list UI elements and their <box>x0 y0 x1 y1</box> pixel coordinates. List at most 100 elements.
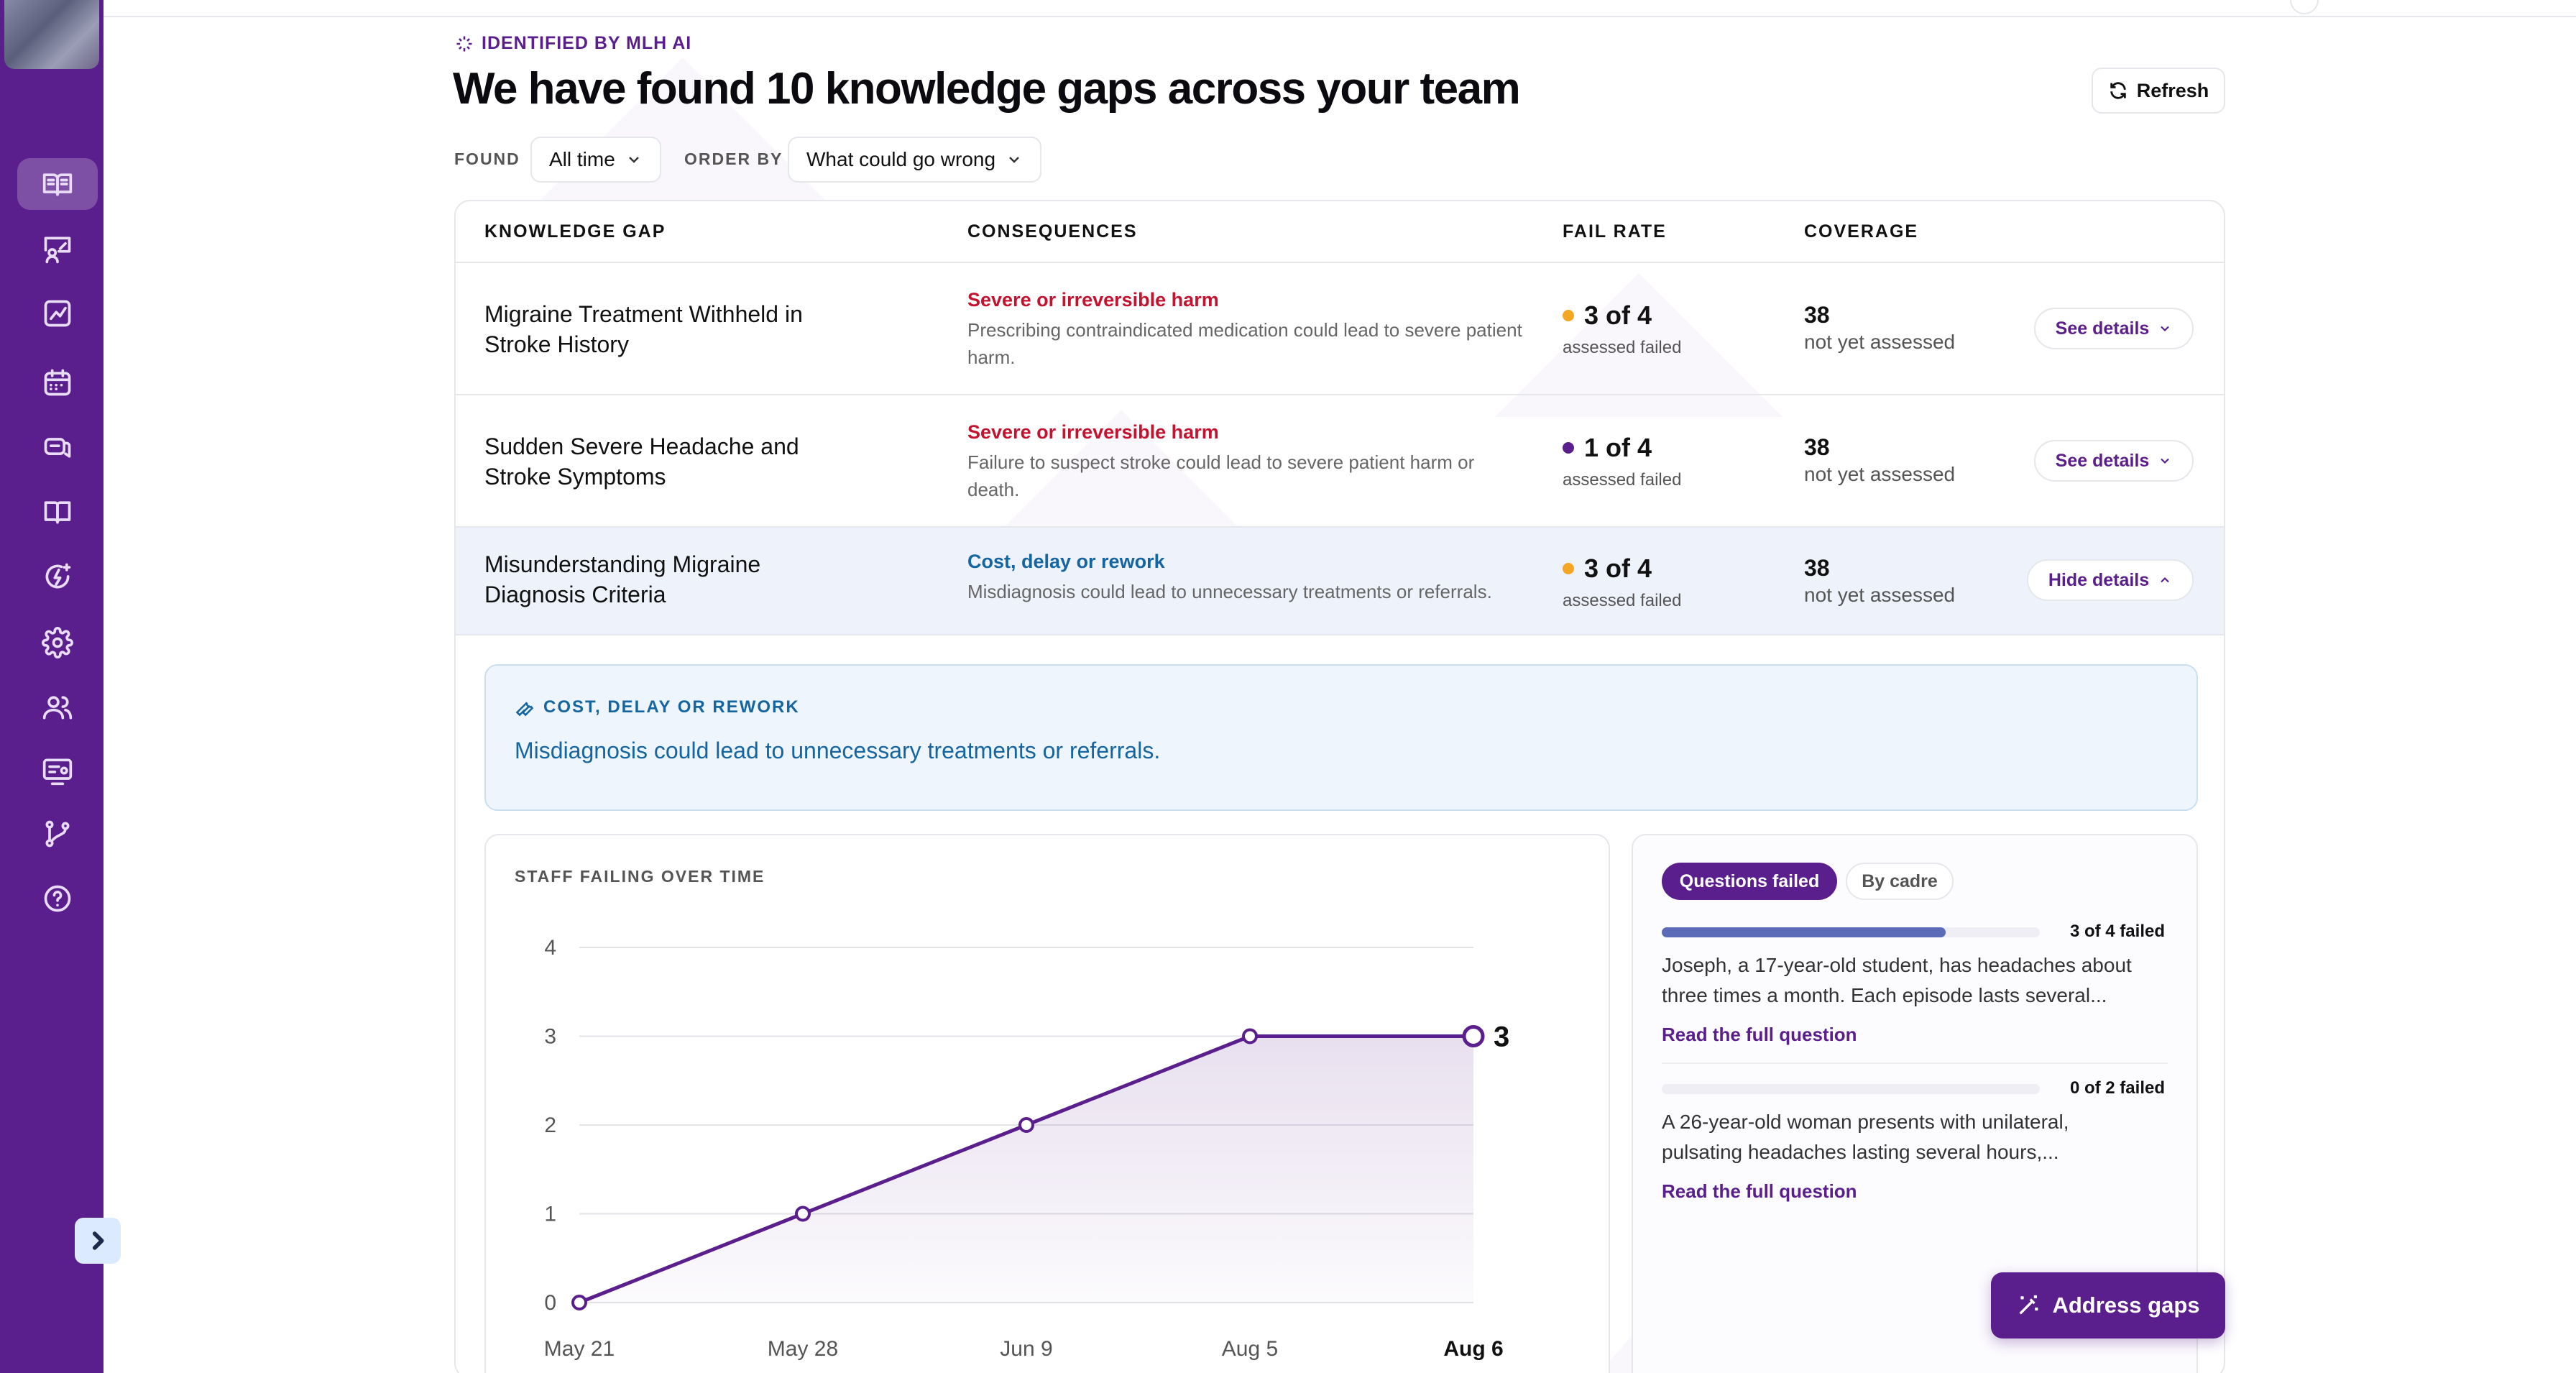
fail-rate-dot <box>1563 310 1574 321</box>
question-text: Joseph, a 17-year-old student, has heada… <box>1662 950 2165 1011</box>
refresh-icon <box>2110 82 2126 99</box>
gap-title: Migraine Treatment Withheld in Stroke Hi… <box>484 299 887 359</box>
tab-questions-failed[interactable]: Questions failed <box>1662 863 1837 900</box>
consequence-panel-label: COST, DELAY OR REWORK <box>515 697 800 717</box>
coverage-sub: not yet assessed <box>1804 331 1956 353</box>
chart-title: STAFF FAILING OVER TIME <box>515 867 765 886</box>
chevron-down-icon <box>1009 157 1019 163</box>
gap-title: Misunderstanding Migraine Diagnosis Crit… <box>484 549 887 610</box>
order-by-label: ORDER BY <box>684 150 783 168</box>
address-gaps-button[interactable]: Address gaps <box>1991 1272 2225 1338</box>
found-dropdown[interactable]: All time <box>530 137 661 183</box>
refresh-button[interactable]: Refresh <box>2092 68 2225 114</box>
chevron-up-icon <box>2161 577 2169 583</box>
presentation-user-icon <box>44 237 71 264</box>
chart-point <box>571 1295 587 1310</box>
chart-y-tick-label: 2 <box>544 1113 556 1137</box>
nav-knowledge-gaps[interactable] <box>17 158 98 210</box>
top-bar <box>104 0 2576 17</box>
gap-title-line: Sudden Severe Headache and <box>484 433 799 459</box>
consequence-title: Severe or irreversible harm <box>967 289 1219 311</box>
tab-by-cadre[interactable]: By cadre <box>1846 863 1954 900</box>
avatar[interactable] <box>4 0 99 69</box>
question-text-line: three times a month. Each episode lasts … <box>1662 984 2107 1006</box>
nav-library[interactable] <box>17 486 98 538</box>
fail-rate-dot <box>1563 442 1574 454</box>
consequence-panel-label-text: COST, DELAY OR REWORK <box>543 697 800 717</box>
divider <box>456 634 2224 635</box>
nav-help[interactable] <box>17 873 98 924</box>
gap-title-line: Migraine Treatment Withheld in <box>484 301 803 327</box>
knowledge-gaps-table: KNOWLEDGE GAP CONSEQUENCES FAIL RATE COV… <box>454 200 2225 1373</box>
chart-y-tick-label: 1 <box>544 1203 556 1226</box>
consequence-description: Misdiagnosis could lead to unnecessary t… <box>967 581 1492 602</box>
chart-area <box>579 1036 1473 1303</box>
divider <box>456 262 2224 263</box>
see-details-button[interactable]: See details <box>2034 308 2194 349</box>
nav-branches[interactable] <box>17 808 98 860</box>
fail-rate: 3 of 4 <box>1563 300 1652 331</box>
address-gaps-label: Address gaps <box>2052 1292 2200 1318</box>
nav-messages[interactable] <box>17 421 98 473</box>
sparkle-icon <box>456 36 472 51</box>
nav-calendar[interactable] <box>17 357 98 408</box>
nav-certificates[interactable] <box>17 745 98 796</box>
order-by-value: What could go wrong <box>806 148 996 170</box>
question-text-line: Joseph, a 17-year-old student, has heada… <box>1662 954 2132 976</box>
id-card-icon <box>42 758 73 786</box>
column-header: CONSEQUENCES <box>967 221 1138 242</box>
consequence-panel-text: Misdiagnosis could lead to unnecessary t… <box>515 738 1161 763</box>
chart-x-tick-label: Aug 5 <box>1222 1337 1278 1361</box>
column-header: KNOWLEDGE GAP <box>484 221 666 242</box>
users-icon <box>42 696 73 720</box>
gap-title-line: Stroke History <box>484 331 629 357</box>
fail-rate-value: 1 of 4 <box>1584 433 1652 462</box>
divider <box>456 394 2224 395</box>
question-status: 0 of 2 failed <box>2069 1078 2165 1098</box>
nav-assessment[interactable] <box>17 223 98 275</box>
table-row[interactable]: Migraine Treatment Withheld in Stroke Hi… <box>456 263 2224 394</box>
question-progress-fill <box>1662 927 1946 937</box>
gear-icon <box>42 627 73 658</box>
read-full-question-link[interactable]: Read the full question <box>1662 1024 1857 1045</box>
chart-point <box>1242 1028 1258 1044</box>
read-full-question-link[interactable]: Read the full question <box>1662 1180 1857 1202</box>
details-label: Hide details <box>2048 569 2150 590</box>
calendar-icon <box>44 369 71 396</box>
chat-icon <box>44 438 71 458</box>
question-status: 3 of 4 failed <box>2069 922 2165 941</box>
chart-x-tick-label: Jun 9 <box>1000 1337 1052 1361</box>
details-label: See details <box>2055 318 2150 339</box>
chevron-down-icon <box>2161 326 2170 332</box>
chevron-down-icon <box>628 157 639 163</box>
order-by-dropdown[interactable]: What could go wrong <box>788 137 1042 183</box>
wrench-icon <box>515 702 534 717</box>
refresh-label: Refresh <box>2136 79 2209 101</box>
fail-rate-value: 3 of 4 <box>1584 554 1652 583</box>
nav-analytics[interactable] <box>17 288 98 339</box>
table-row-selected[interactable]: Misunderstanding Migraine Diagnosis Crit… <box>456 528 2224 634</box>
expand-sidebar-button[interactable] <box>75 1218 121 1264</box>
chart-point <box>1462 1025 1485 1047</box>
chevron-right-icon <box>92 1231 104 1250</box>
table-row[interactable]: Sudden Severe Headache and Stroke Sympto… <box>456 395 2224 526</box>
coverage-sub: not yet assessed <box>1804 584 1956 606</box>
consequence-description: Failure to suspect stroke could lead to … <box>967 451 1475 500</box>
chevron-down-icon <box>2161 458 2170 464</box>
coverage-value: 38 <box>1804 434 1830 460</box>
column-header: FAIL RATE <box>1563 221 1667 242</box>
chart-y-tick-label: 0 <box>544 1291 556 1315</box>
staff-failing-chart-card: STAFF FAILING OVER TIME 0 1 2 3 4 May 21 May 2… <box>484 834 1610 1373</box>
chart-x-tick-label: May 21 <box>544 1337 615 1361</box>
fail-rate: 3 of 4 <box>1563 554 1652 584</box>
hide-details-button[interactable]: Hide details <box>2027 559 2194 601</box>
question-text-line: pulsating headaches lasting several hour… <box>1662 1141 2059 1163</box>
question-progress-bar <box>1662 927 2040 937</box>
question-text: A 26-year-old woman presents with unilat… <box>1662 1107 2165 1167</box>
book-icon <box>44 501 71 524</box>
nav-ai[interactable] <box>17 551 98 602</box>
nav-settings[interactable] <box>17 617 98 669</box>
see-details-button[interactable]: See details <box>2034 440 2194 482</box>
nav-team[interactable] <box>17 681 98 733</box>
